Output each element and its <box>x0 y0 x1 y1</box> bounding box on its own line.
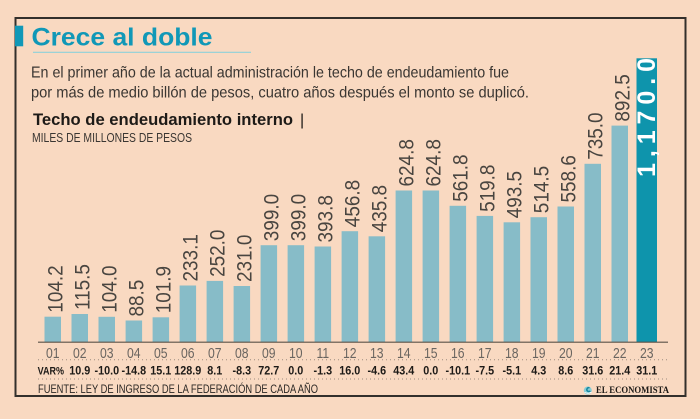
svg-text:72.7: 72.7 <box>258 365 279 378</box>
svg-text:16: 16 <box>451 345 465 361</box>
svg-text:456.8: 456.8 <box>342 180 365 227</box>
svg-text:06: 06 <box>181 345 195 361</box>
svg-text:19: 19 <box>532 345 546 361</box>
svg-text:393.8: 393.8 <box>315 195 338 242</box>
svg-text:435.8: 435.8 <box>369 185 392 232</box>
svg-text:31.6: 31.6 <box>582 365 603 378</box>
svg-text:-4.6: -4.6 <box>368 365 387 378</box>
svg-text:20: 20 <box>559 345 573 361</box>
svg-text:104.0: 104.0 <box>99 265 122 312</box>
svg-text:12: 12 <box>343 345 357 361</box>
svg-text:231.0: 231.0 <box>234 235 257 282</box>
svg-text:0.0: 0.0 <box>423 365 438 378</box>
svg-text:43.4: 43.4 <box>393 365 415 378</box>
svg-text:15.1: 15.1 <box>150 365 172 378</box>
svg-text:-7.5: -7.5 <box>476 365 495 378</box>
svg-text:Techo de endeudamiento interno: Techo de endeudamiento interno <box>33 110 293 129</box>
svg-text:4.3: 4.3 <box>531 365 546 378</box>
svg-text:514.5: 514.5 <box>531 166 554 213</box>
svg-text:16.0: 16.0 <box>339 365 360 378</box>
svg-text:101.9: 101.9 <box>153 266 176 313</box>
svg-text:17: 17 <box>478 345 492 361</box>
svg-text:18: 18 <box>505 345 519 361</box>
svg-text:01: 01 <box>46 345 60 361</box>
svg-text:04: 04 <box>127 345 141 361</box>
svg-text:0.0: 0.0 <box>288 365 303 378</box>
svg-text:FUENTE: LEY DE INGRESO DE LA F: FUENTE: LEY DE INGRESO DE LA FEDERACIÓN … <box>38 381 318 396</box>
svg-text:09: 09 <box>262 345 276 361</box>
svg-text:-5.1: -5.1 <box>503 365 522 378</box>
svg-text:por más de medio billón de pes: por más de medio billón de pesos, cuatro… <box>31 85 529 102</box>
svg-text:Crece al doble: Crece al doble <box>32 24 213 52</box>
svg-text:|: | <box>300 112 304 129</box>
svg-text:1,170.0: 1,170.0 <box>633 58 661 177</box>
svg-text:15: 15 <box>424 345 438 361</box>
svg-text:399.0: 399.0 <box>261 194 284 241</box>
svg-text:08: 08 <box>235 345 249 361</box>
svg-text:8.1: 8.1 <box>207 365 223 378</box>
svg-text:10: 10 <box>289 345 303 361</box>
svg-text:624.8: 624.8 <box>396 139 419 186</box>
svg-text:05: 05 <box>154 345 168 361</box>
svg-text:8.6: 8.6 <box>558 365 573 378</box>
svg-text:21: 21 <box>586 345 600 361</box>
svg-text:233.1: 233.1 <box>180 234 203 281</box>
svg-text:128.9: 128.9 <box>174 365 201 378</box>
svg-text:-14.8: -14.8 <box>122 365 147 378</box>
svg-text:519.8: 519.8 <box>477 165 500 212</box>
svg-text:11: 11 <box>316 345 329 361</box>
svg-text:558.6: 558.6 <box>558 155 581 202</box>
svg-text:-10.0: -10.0 <box>95 365 120 378</box>
svg-text:23: 23 <box>640 345 654 361</box>
svg-text:02: 02 <box>73 345 87 361</box>
svg-text:21.4: 21.4 <box>609 365 631 378</box>
svg-text:10.9: 10.9 <box>69 365 90 378</box>
svg-text:104.2: 104.2 <box>45 265 68 312</box>
svg-text:31.1: 31.1 <box>636 365 658 378</box>
svg-text:-8.3: -8.3 <box>233 365 252 378</box>
svg-text:07: 07 <box>208 345 222 361</box>
svg-text:892.5: 892.5 <box>612 74 635 121</box>
svg-text:735.0: 735.0 <box>585 112 608 159</box>
svg-text:13: 13 <box>370 345 384 361</box>
svg-text:En el primer año de la actual: En el primer año de la actual administra… <box>31 65 509 82</box>
svg-text:-1.3: -1.3 <box>314 365 333 378</box>
svg-text:14: 14 <box>397 345 411 361</box>
svg-text:115.5: 115.5 <box>72 264 95 310</box>
svg-text:561.8: 561.8 <box>450 154 473 201</box>
svg-text:EL ECONOMISTA: EL ECONOMISTA <box>596 386 669 396</box>
svg-text:624.8: 624.8 <box>423 139 446 186</box>
svg-text:22: 22 <box>613 345 627 361</box>
svg-text:399.0: 399.0 <box>288 194 311 241</box>
svg-text:03: 03 <box>100 345 114 361</box>
svg-text:VAR%: VAR% <box>38 366 64 378</box>
svg-text:MILES DE MILLONES DE PESOS: MILES DE MILLONES DE PESOS <box>32 131 192 145</box>
svg-text:-10.1: -10.1 <box>446 365 471 378</box>
svg-text:88.5: 88.5 <box>126 280 149 317</box>
svg-text:252.0: 252.0 <box>207 230 230 277</box>
svg-text:493.5: 493.5 <box>504 171 527 218</box>
